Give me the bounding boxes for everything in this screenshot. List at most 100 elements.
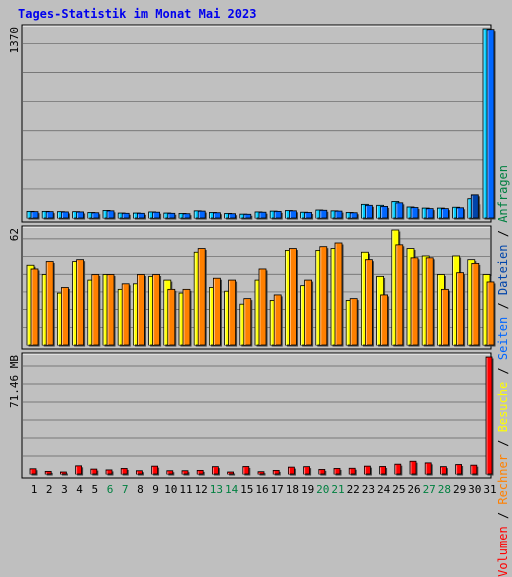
bar-visits-day-21	[334, 242, 343, 346]
bar-volume-day-23	[363, 465, 371, 475]
bar-files-day-8	[136, 212, 145, 219]
x-tick-label-day-20: 20	[316, 483, 329, 496]
bar-files-day-4	[76, 211, 84, 219]
bar-volume-day-11	[181, 470, 189, 475]
bar-volume-day-31	[485, 356, 493, 475]
bar-visits-day-13	[212, 277, 221, 346]
axis-label-middle: 62	[8, 228, 21, 241]
x-tick-label-day-14: 14	[225, 483, 239, 496]
bar-volume-day-16	[257, 471, 265, 475]
bar-visits-day-1	[30, 268, 39, 346]
bar-visits-day-31	[486, 281, 495, 346]
x-tick-label-day-29: 29	[453, 483, 466, 496]
bar-files-day-24	[380, 206, 389, 219]
bar-shadow-volume	[61, 473, 68, 476]
x-tick-label-day-18: 18	[286, 483, 299, 496]
bar-visits-day-7	[121, 283, 130, 346]
bar-visits-day-20	[319, 246, 328, 346]
bar-volume-day-1	[29, 468, 37, 475]
axis-label-bottom: 71.46 MB	[8, 355, 21, 408]
x-tick-label-day-27: 27	[423, 483, 436, 496]
legend-entry-files: Dateien	[496, 244, 510, 296]
bar-visits-day-23	[364, 259, 373, 346]
x-tick-label-day-2: 2	[46, 483, 53, 496]
bar-files-day-28	[440, 208, 449, 219]
bar-volume-day-10	[166, 470, 174, 475]
x-tick-label-day-28: 28	[438, 483, 451, 496]
legend-separator: /	[496, 504, 510, 527]
bar-visits-day-27	[425, 257, 434, 346]
x-tick-label-day-23: 23	[362, 483, 375, 496]
bar-files-day-26	[410, 207, 419, 219]
x-tick-label-day-26: 26	[407, 483, 420, 496]
bar-visits-day-28	[440, 288, 449, 346]
x-tick-label-day-30: 30	[468, 483, 481, 496]
axis-label-top: 1370	[8, 27, 21, 54]
bar-volume-day-26	[409, 460, 417, 475]
bar-visits-day-4	[76, 259, 84, 346]
legend-separator: /	[496, 295, 510, 317]
x-tick-label-day-10: 10	[164, 483, 177, 496]
x-tick-label-day-25: 25	[392, 483, 405, 496]
bar-files-day-13	[212, 212, 221, 219]
bar-volume-day-19	[303, 466, 311, 475]
bar-files-day-31	[486, 29, 495, 219]
legend-separator: /	[496, 222, 510, 245]
bar-files-day-25	[395, 202, 404, 219]
bar-visits-day-15	[243, 298, 252, 346]
bar-visits-day-9	[152, 274, 161, 346]
bar-volume-day-27	[424, 462, 432, 475]
bar-files-day-1	[30, 211, 39, 219]
x-tick-label-day-13: 13	[210, 483, 223, 496]
legend-separator: /	[496, 432, 510, 455]
bar-files-day-9	[152, 211, 161, 219]
legend-separator: /	[496, 360, 510, 382]
legend-entry-pages: Seiten	[496, 316, 510, 361]
x-tick-label-day-7: 7	[122, 483, 129, 496]
x-tick-label-day-5: 5	[91, 483, 98, 496]
bar-volume-day-28	[439, 466, 447, 475]
x-tick-label-day-15: 15	[240, 483, 253, 496]
bar-files-day-23	[364, 204, 373, 219]
bar-volume-day-29	[455, 464, 463, 475]
bar-files-day-27	[425, 208, 434, 219]
bar-volume-day-13	[211, 466, 219, 475]
bar-visits-day-22	[349, 298, 358, 346]
x-tick-label-day-4: 4	[76, 483, 83, 496]
bar-volume-day-21	[333, 468, 341, 475]
bar-visits-day-8	[136, 274, 145, 346]
bar-volume-day-12	[196, 469, 204, 475]
bar-visits-day-16	[258, 268, 267, 346]
bar-volume-day-4	[75, 465, 82, 475]
x-tick-label-day-6: 6	[107, 483, 114, 496]
bar-files-day-5	[91, 212, 100, 219]
bar-visits-day-30	[471, 262, 480, 346]
bar-volume-day-14	[227, 471, 235, 475]
x-tick-label-day-24: 24	[377, 483, 391, 496]
bar-files-day-19	[304, 212, 313, 219]
x-tick-label-day-9: 9	[152, 483, 159, 496]
bar-volume-day-20	[318, 469, 326, 475]
x-tick-label-day-11: 11	[179, 483, 192, 496]
bar-visits-day-17	[273, 294, 282, 346]
bar-volume-day-30	[470, 464, 478, 475]
bar-volume-day-18	[287, 466, 295, 475]
bar-visits-day-12	[197, 248, 206, 346]
legend-entry-volume: Volumen	[496, 526, 510, 577]
bar-volume-day-8	[135, 470, 143, 475]
bar-volume-day-3	[60, 471, 67, 475]
bar-files-day-14	[228, 213, 237, 219]
bar-visits-day-6	[106, 274, 115, 346]
bar-volume-day-17	[272, 469, 280, 475]
bar-volume-day-6	[105, 469, 113, 475]
bar-files-day-21	[334, 210, 343, 219]
bar-visits-day-18	[288, 248, 297, 346]
bar-files-day-11	[182, 213, 191, 219]
bar-pages-day-30	[470, 194, 479, 219]
bar-files-day-16	[258, 211, 267, 219]
chart-legend: Volumen / Rechner / Besuche / Seiten / D…	[496, 165, 510, 577]
bar-volume-day-24	[379, 466, 387, 475]
x-tick-label-day-8: 8	[137, 483, 144, 496]
bar-files-day-15	[243, 213, 252, 219]
